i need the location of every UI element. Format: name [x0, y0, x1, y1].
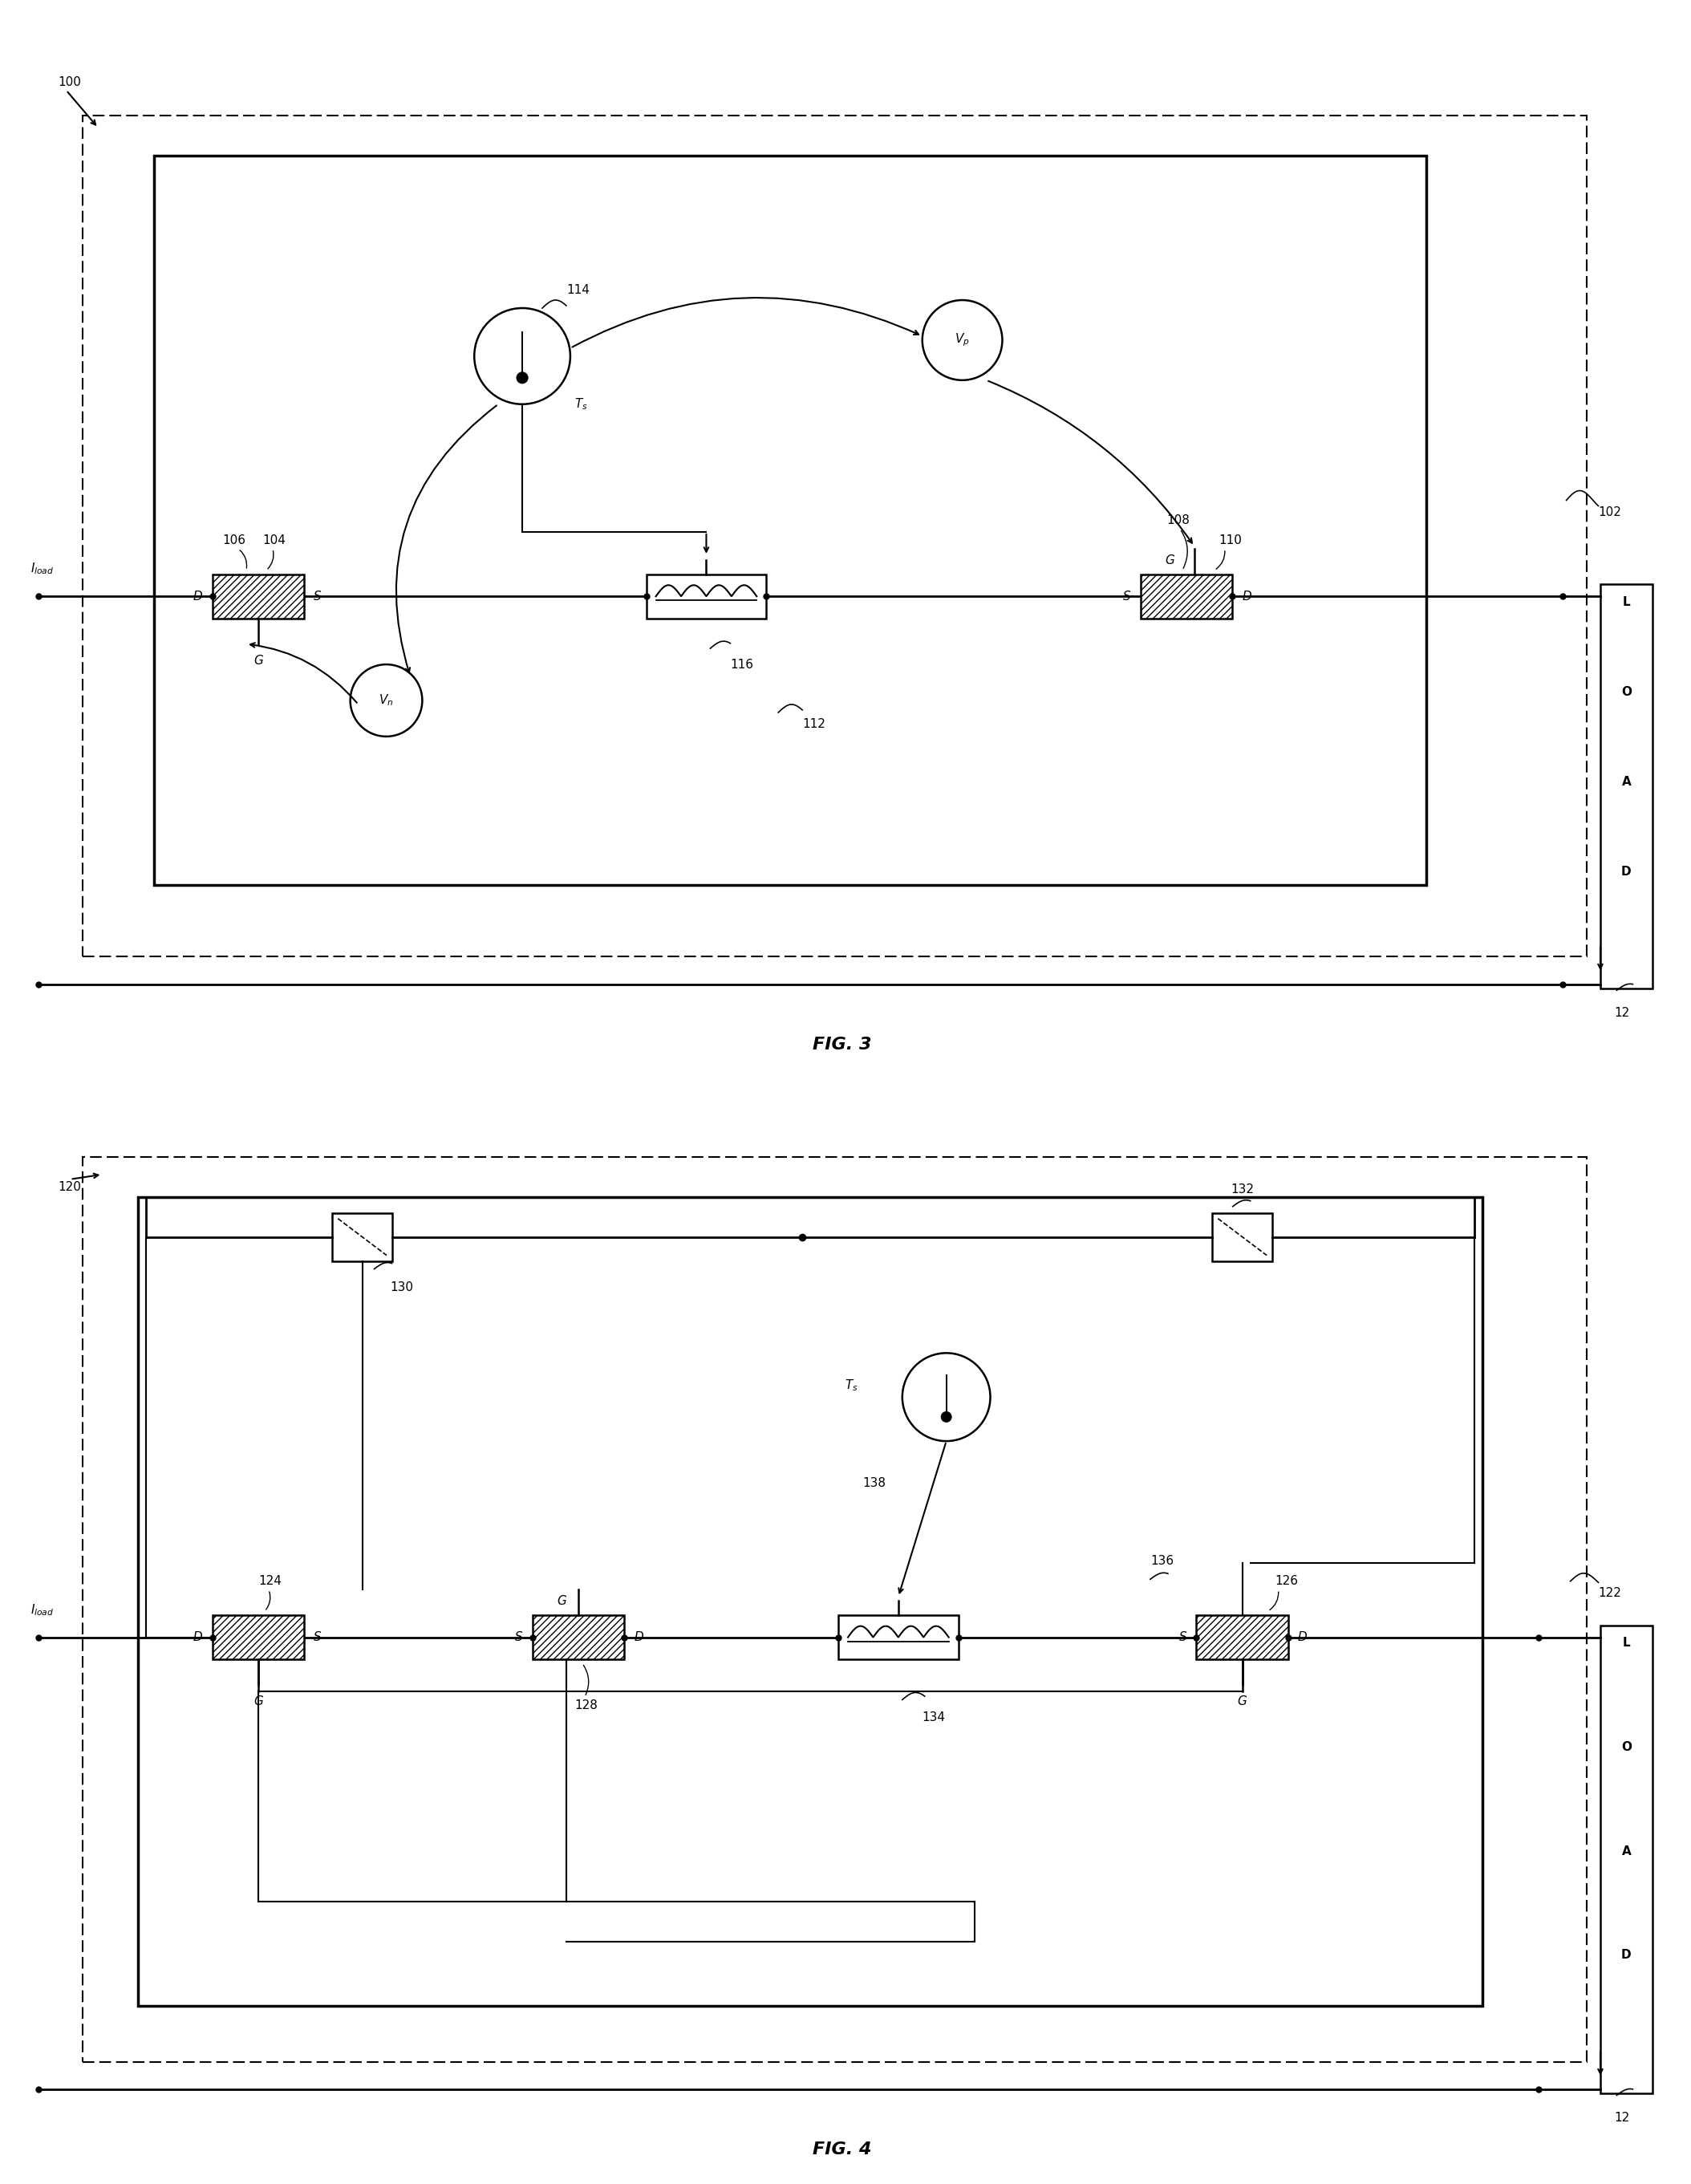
Text: 108: 108	[1167, 513, 1190, 526]
Text: G: G	[1238, 1695, 1246, 1708]
Text: FIG. 3: FIG. 3	[813, 1037, 873, 1053]
Text: 110: 110	[1219, 535, 1241, 546]
Bar	[331, 1212, 392, 1260]
Text: D: D	[1622, 865, 1632, 878]
Text: S: S	[315, 1631, 321, 1642]
Text: A: A	[1622, 1845, 1632, 1856]
Text: L: L	[1622, 1636, 1630, 1649]
Text: 120: 120	[57, 1182, 81, 1192]
Bar	[154, 155, 1426, 885]
Circle shape	[922, 299, 1003, 380]
Circle shape	[516, 371, 528, 384]
Text: D: D	[193, 590, 203, 603]
Text: $T_s$: $T_s$	[575, 397, 587, 413]
Bar	[1196, 1616, 1289, 1660]
Text: 104: 104	[262, 535, 286, 546]
Text: D: D	[1622, 1948, 1632, 1961]
Text: 112: 112	[802, 719, 825, 729]
Text: 114: 114	[566, 284, 590, 297]
Text: 100: 100	[57, 76, 81, 87]
Text: G: G	[1165, 555, 1174, 566]
Text: D: D	[634, 1631, 643, 1642]
Text: 12: 12	[1615, 2112, 1630, 2125]
Text: G: G	[556, 1594, 566, 1607]
Text: G: G	[254, 1695, 264, 1708]
Text: S: S	[315, 590, 321, 603]
Bar	[533, 1616, 624, 1660]
Text: O: O	[1622, 686, 1632, 699]
Text: S: S	[1179, 1631, 1187, 1642]
Text: 136: 136	[1150, 1555, 1174, 1568]
Text: 116: 116	[731, 657, 754, 670]
Text: 134: 134	[922, 1712, 945, 1723]
Text: 106: 106	[223, 535, 245, 546]
Text: FIG. 4: FIG. 4	[813, 2143, 873, 2158]
Bar	[213, 574, 304, 618]
Bar	[83, 1158, 1586, 2062]
Circle shape	[473, 308, 570, 404]
Text: D: D	[1241, 590, 1251, 603]
Bar	[1212, 1212, 1272, 1260]
Text: O: O	[1622, 1741, 1632, 1754]
Text: S: S	[1123, 590, 1131, 603]
Text: $V_n$: $V_n$	[379, 692, 394, 708]
Bar	[213, 1616, 304, 1660]
Text: 138: 138	[862, 1476, 886, 1489]
Text: S: S	[516, 1631, 523, 1642]
Bar	[646, 574, 766, 618]
Text: 128: 128	[575, 1699, 599, 1712]
Text: 122: 122	[1598, 1588, 1622, 1599]
Bar	[1600, 1625, 1652, 2094]
Text: 102: 102	[1598, 507, 1622, 518]
Bar	[139, 1197, 1483, 2005]
Text: 130: 130	[391, 1282, 414, 1293]
Bar	[839, 1616, 959, 1660]
Text: $T_s$: $T_s$	[846, 1378, 859, 1393]
Text: 132: 132	[1231, 1184, 1255, 1195]
Text: 124: 124	[259, 1575, 282, 1588]
Text: 12: 12	[1615, 1007, 1630, 1020]
Bar	[1600, 585, 1652, 989]
Text: $V_p$: $V_p$	[955, 332, 971, 349]
Text: $I_{load}$: $I_{load}$	[30, 1603, 54, 1618]
Text: D: D	[193, 1631, 203, 1642]
Text: L: L	[1622, 596, 1630, 607]
Text: $I_{load}$: $I_{load}$	[30, 561, 54, 577]
Circle shape	[903, 1354, 991, 1441]
Text: A: A	[1622, 775, 1632, 788]
Text: 126: 126	[1275, 1575, 1299, 1588]
Text: G: G	[254, 655, 264, 666]
Text: D: D	[1299, 1631, 1307, 1642]
Bar	[1140, 574, 1233, 618]
Circle shape	[350, 664, 423, 736]
Bar	[83, 116, 1586, 957]
Circle shape	[940, 1411, 952, 1422]
